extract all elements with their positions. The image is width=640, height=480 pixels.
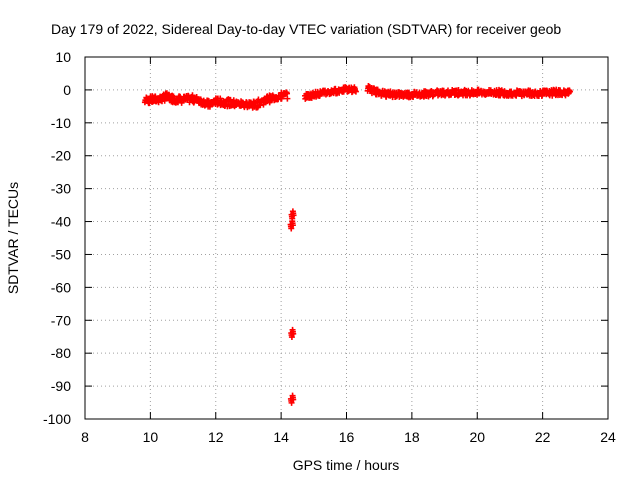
y-tick-label: -50 [51, 246, 71, 262]
data-point [352, 88, 359, 95]
y-tick-label: -70 [51, 312, 71, 328]
data-point [289, 218, 296, 225]
data-point [565, 90, 572, 97]
x-axis-label: GPS time / hours [293, 457, 400, 473]
x-tick-label: 24 [600, 429, 616, 445]
y-axis-label: SDTVAR / TECUs [5, 182, 21, 294]
y-tick-label: -20 [51, 148, 71, 164]
y-tick-label: 10 [55, 49, 71, 65]
data-point [278, 95, 285, 102]
chart-title: Day 179 of 2022, Sidereal Day-to-day VTE… [51, 21, 561, 37]
data-point [284, 90, 291, 97]
y-tick-label: -40 [51, 214, 71, 230]
y-tick-label: -60 [51, 279, 71, 295]
axis-ticks: 8 10 12 14 16 18 20 22 24 10 0 -10 -20 -30 -40 -50 -60 -7… [43, 49, 616, 445]
x-tick-label: 12 [208, 429, 224, 445]
data-point [284, 95, 291, 102]
x-tick-label: 10 [143, 429, 159, 445]
data-point [189, 92, 196, 99]
y-tick-label: -80 [51, 345, 71, 361]
x-tick-label: 8 [81, 429, 89, 445]
y-tick-label: -90 [51, 378, 71, 394]
x-tick-label: 22 [535, 429, 551, 445]
y-tick-label: -10 [51, 115, 71, 131]
data-points [141, 83, 573, 406]
grid [85, 57, 608, 419]
data-point [143, 95, 150, 102]
x-tick-label: 14 [273, 429, 289, 445]
y-tick-label: -30 [51, 181, 71, 197]
data-point [289, 326, 296, 333]
data-point [289, 208, 296, 215]
y-tick-label: 0 [63, 82, 71, 98]
x-tick-label: 18 [404, 429, 420, 445]
data-point [289, 392, 296, 399]
y-tick-label: -100 [43, 411, 71, 427]
x-tick-label: 16 [339, 429, 355, 445]
x-tick-label: 20 [469, 429, 485, 445]
